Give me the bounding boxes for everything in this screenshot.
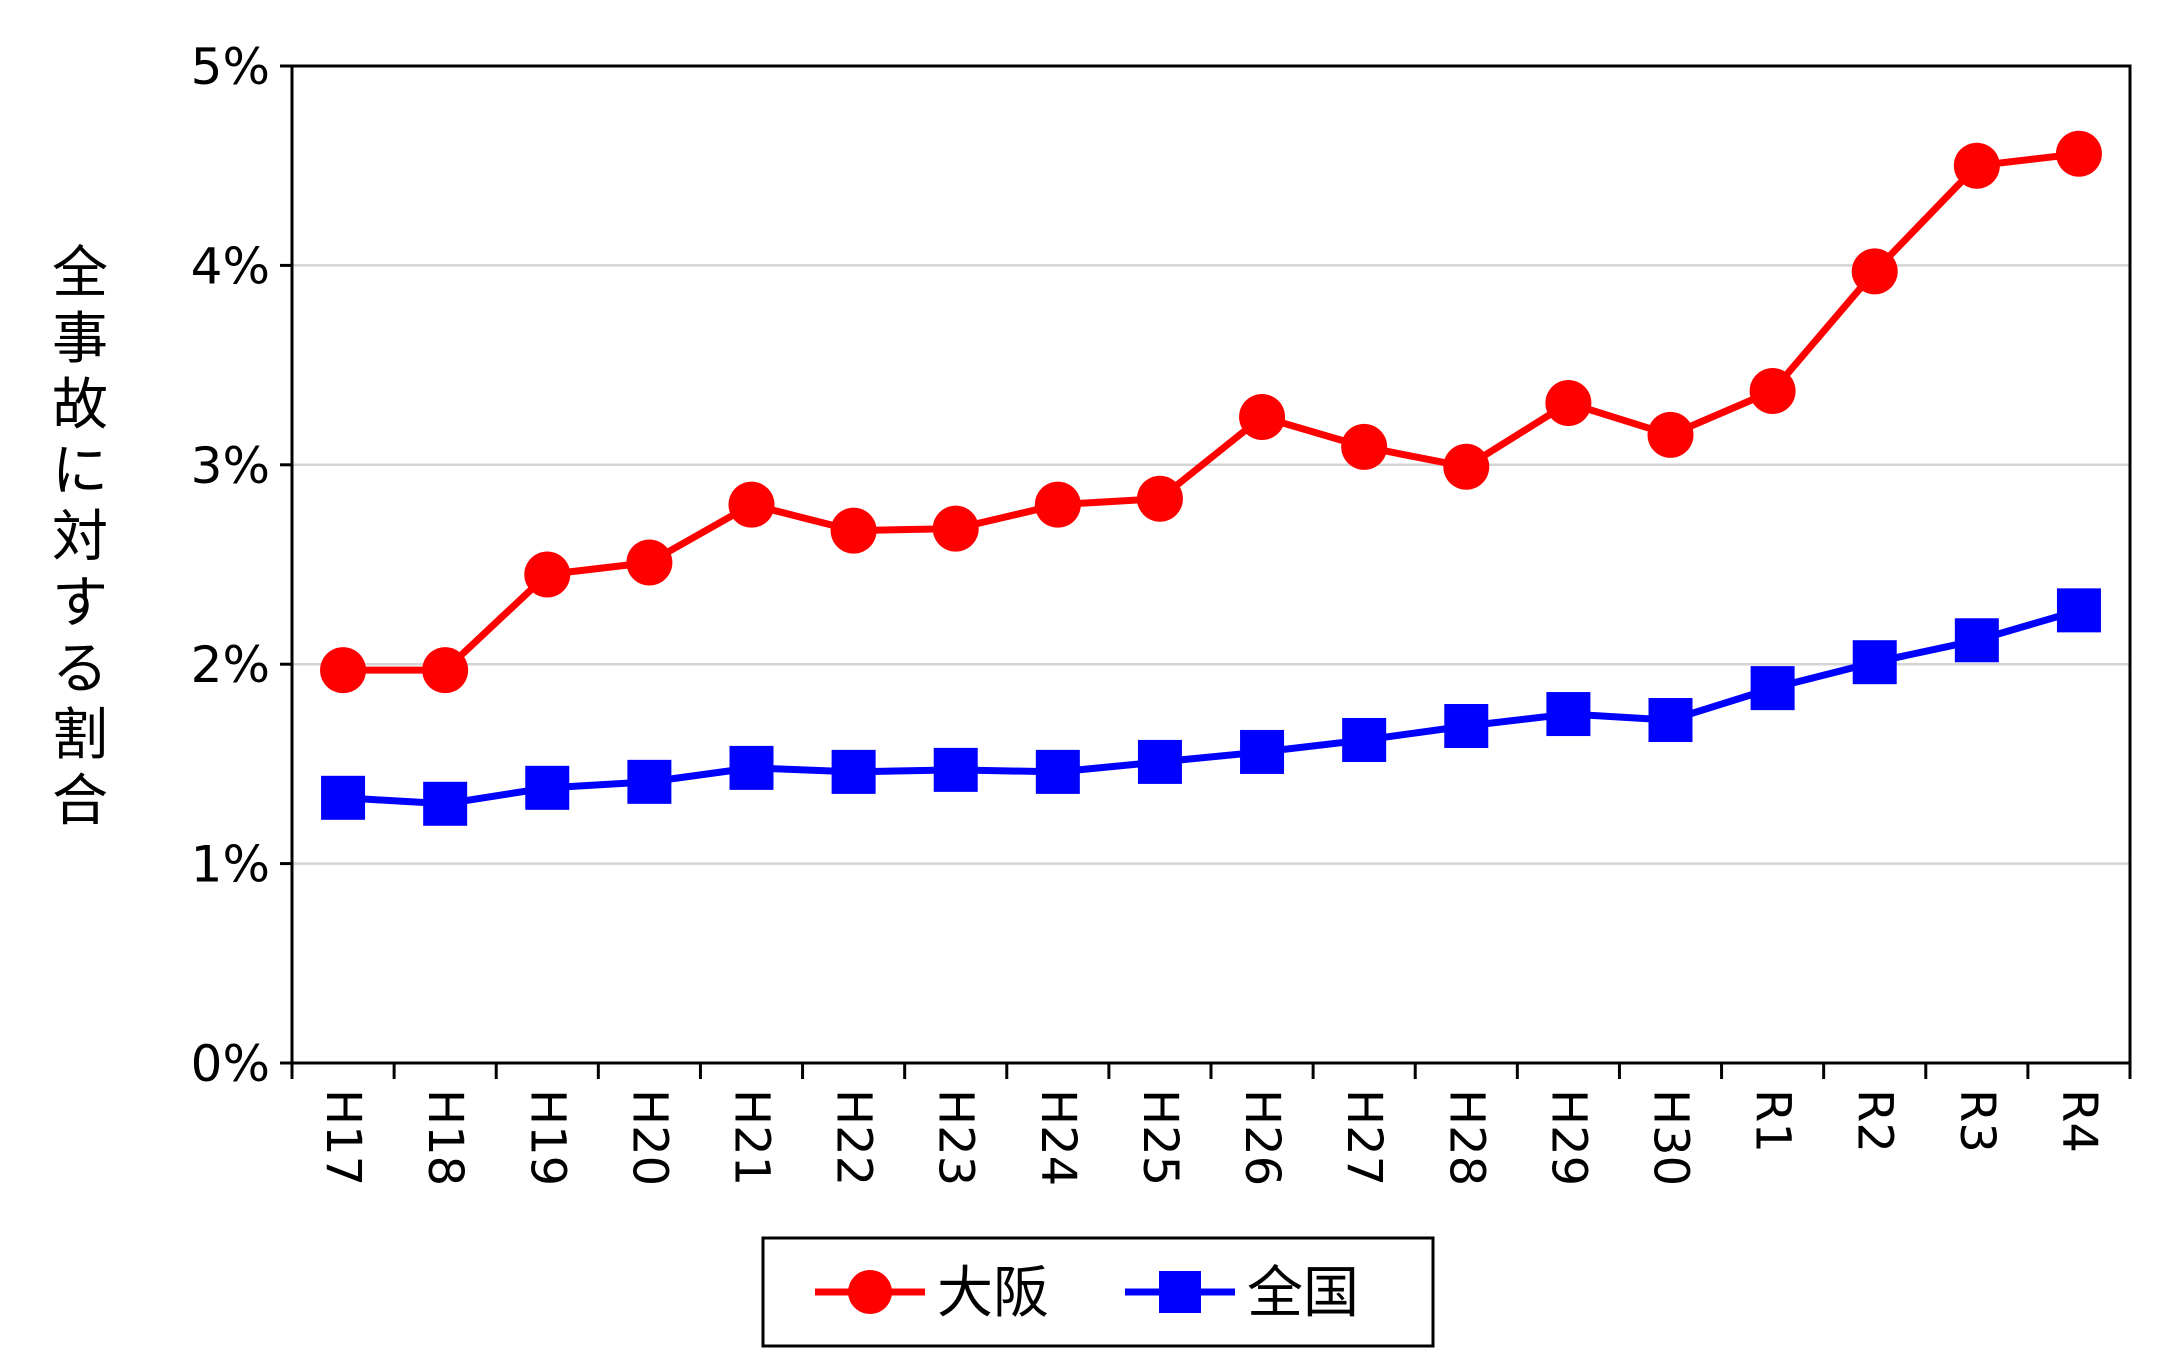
data-point [830, 507, 877, 554]
y-tick-label: 4% [191, 237, 270, 295]
data-point [1647, 411, 1694, 458]
data-point [728, 481, 775, 528]
data-point [1546, 692, 1591, 737]
legend: 大阪 全国 [761, 1236, 1435, 1348]
data-point [423, 781, 468, 826]
series-line [343, 150, 2080, 674]
x-tick-label: H30 [1643, 1089, 1699, 1186]
legend-item: 大阪 [815, 1261, 1049, 1326]
series-circle [320, 130, 2102, 694]
y-axis-label-char: 事 [52, 307, 108, 372]
series-line [342, 607, 2080, 808]
axes: 0% 1% 2% 3% 4% 5% H17 H18 H19 H20 H21 H22 H23 H24 H25 H… [191, 38, 2132, 1186]
data-point [1749, 368, 1796, 415]
data-point [2055, 130, 2102, 177]
x-tick-label: H22 [826, 1089, 882, 1186]
data-point [1136, 475, 1183, 522]
x-tick-label: H28 [1438, 1089, 1494, 1186]
data-point [1750, 666, 1795, 711]
y-tick-label: 2% [191, 636, 270, 694]
data-point [831, 749, 876, 794]
x-tick-label: H20 [621, 1089, 677, 1186]
data-point [1443, 443, 1490, 490]
x-tick-label: R4 [2051, 1089, 2107, 1153]
y-axis-label-char: 対 [52, 505, 108, 570]
data-point [1342, 717, 1387, 762]
data-point [1341, 423, 1388, 470]
series-group [320, 130, 2102, 826]
y-axis-label-char: 割 [52, 703, 108, 768]
data-point [932, 505, 979, 552]
x-tick-label: H27 [1336, 1089, 1392, 1186]
x-tick-label: H24 [1030, 1089, 1086, 1186]
y-tick-label: 5% [191, 38, 270, 96]
legend-marker [848, 1270, 892, 1314]
y-axis-label-char: 故 [52, 373, 108, 438]
data-point [627, 759, 672, 804]
data-point [1953, 142, 2000, 189]
data-point [1239, 393, 1286, 440]
data-point [422, 647, 469, 694]
data-point [1852, 640, 1897, 685]
data-point [1954, 618, 1999, 663]
data-point [729, 745, 774, 790]
data-point [1545, 379, 1592, 426]
y-axis-label-char: に [52, 439, 108, 504]
data-point [1034, 481, 1081, 528]
x-tick-label: H25 [1132, 1089, 1188, 1186]
x-tick-label: H23 [928, 1089, 984, 1186]
data-point [626, 539, 673, 586]
data-point [1137, 739, 1182, 784]
y-tick-label: 0% [191, 1035, 270, 1093]
data-point [320, 647, 367, 694]
series-square [321, 588, 2101, 826]
y-axis-label-char: る [52, 637, 108, 702]
data-point [524, 551, 571, 598]
x-tick-label: R3 [1949, 1089, 2005, 1153]
data-point [1240, 729, 1285, 774]
y-axis-label-char: す [52, 571, 108, 636]
x-tick-label: H18 [417, 1089, 473, 1186]
x-tick-label: R1 [1745, 1089, 1801, 1153]
legend-label: 大阪 [937, 1261, 1049, 1326]
x-tick-label: H17 [315, 1089, 371, 1186]
legend-item: 全国 [1125, 1261, 1359, 1326]
data-point [1444, 704, 1489, 749]
data-point [1648, 698, 1693, 743]
y-tick-label: 3% [191, 437, 270, 495]
data-point [525, 765, 570, 810]
x-tick-label: H19 [519, 1089, 575, 1186]
x-tick-label: H29 [1540, 1089, 1596, 1186]
x-tick-label: H26 [1234, 1089, 1290, 1186]
data-point [2056, 588, 2101, 633]
y-axis-label-char: 合 [52, 769, 108, 834]
legend-label: 全国 [1247, 1261, 1359, 1326]
data-point [1035, 749, 1080, 794]
data-point [321, 775, 366, 820]
gridlines [292, 264, 2130, 865]
y-axis-label-char: 全 [52, 241, 108, 306]
data-point [1851, 248, 1898, 295]
data-point [933, 747, 978, 792]
legend-marker [1159, 1271, 1201, 1313]
y-tick-label: 1% [191, 836, 270, 894]
x-tick-label: H21 [724, 1089, 780, 1186]
x-tick-label: R2 [1847, 1089, 1903, 1153]
